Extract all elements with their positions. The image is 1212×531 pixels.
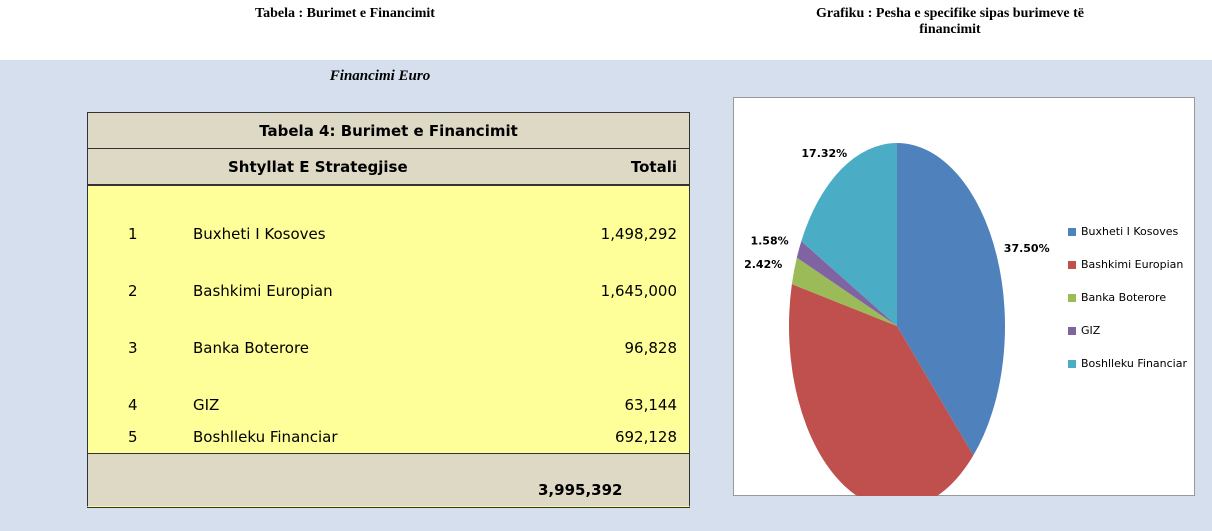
row-number: 5 <box>128 428 138 446</box>
legend-label: Boshlleku Financiar <box>1081 357 1187 370</box>
legend-swatch <box>1068 294 1076 302</box>
legend-label: Banka Boterore <box>1081 291 1166 304</box>
row-value: 63,144 <box>624 396 678 414</box>
row-label: GIZ <box>193 396 220 414</box>
right-heading: Grafiku : Pesha e specifike sipas burime… <box>816 6 1084 37</box>
header-row: Shtyllat E Strategjise Totali <box>88 149 689 186</box>
legend-swatch <box>1068 228 1076 236</box>
data-label: 1.58% <box>750 235 788 248</box>
row-label: Buxheti I Kosoves <box>193 225 326 243</box>
title-row: Tabela 4: Burimet e Financimit <box>88 113 689 149</box>
row-value: 692,128 <box>614 428 677 446</box>
left-heading: Tabela : Burimet e Financimit <box>255 6 435 21</box>
row-number: 4 <box>128 396 138 414</box>
row-label: Banka Boterore <box>193 339 310 357</box>
pie-slice <box>791 257 897 326</box>
row-value: 1,645,000 <box>600 282 677 300</box>
legend-swatch <box>1068 327 1076 335</box>
pie-slice <box>801 143 897 326</box>
table: Tabela 4: Burimet e Financimit Shtyllat … <box>87 112 690 508</box>
legend-swatch <box>1068 360 1076 368</box>
chart: 37.50% 41.17% 2.42% 1.58% 17.32% Buxheti I Ko… <box>733 97 1195 496</box>
row-number: 2 <box>128 282 138 300</box>
legend-label: Bashkimi Europian <box>1081 258 1183 271</box>
row-number: 1 <box>128 225 138 243</box>
legend-label: Buxheti I Kosoves <box>1081 225 1179 238</box>
row-value: 96,828 <box>624 339 678 357</box>
subheading: Financimi Euro <box>329 68 431 84</box>
table-title: Tabela 4: Burimet e Financimit <box>259 122 518 140</box>
pie-slice <box>897 143 1005 456</box>
data-label: 17.32% <box>801 147 847 160</box>
pie-slice <box>796 241 897 326</box>
legend-label: GIZ <box>1081 324 1101 337</box>
total-row: 3,995,392 <box>88 453 689 506</box>
data-label: 41.17% <box>806 495 852 496</box>
row-number: 3 <box>128 339 138 357</box>
column-header: Shtyllat E Strategjise <box>228 158 408 176</box>
row-label: Bashkimi Europian <box>193 282 333 300</box>
column-header: Totali <box>630 158 677 176</box>
total: 3,995,392 <box>538 481 623 499</box>
data-label: 37.50% <box>1004 242 1050 255</box>
row-label: Boshlleku Financiar <box>193 428 338 446</box>
row-value: 1,498,292 <box>600 225 677 243</box>
pie-slice <box>789 284 974 496</box>
legend-swatch <box>1068 261 1076 269</box>
data-label: 2.42% <box>744 258 782 271</box>
